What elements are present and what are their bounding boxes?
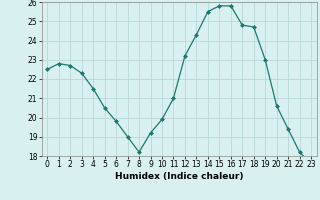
- X-axis label: Humidex (Indice chaleur): Humidex (Indice chaleur): [115, 172, 244, 181]
